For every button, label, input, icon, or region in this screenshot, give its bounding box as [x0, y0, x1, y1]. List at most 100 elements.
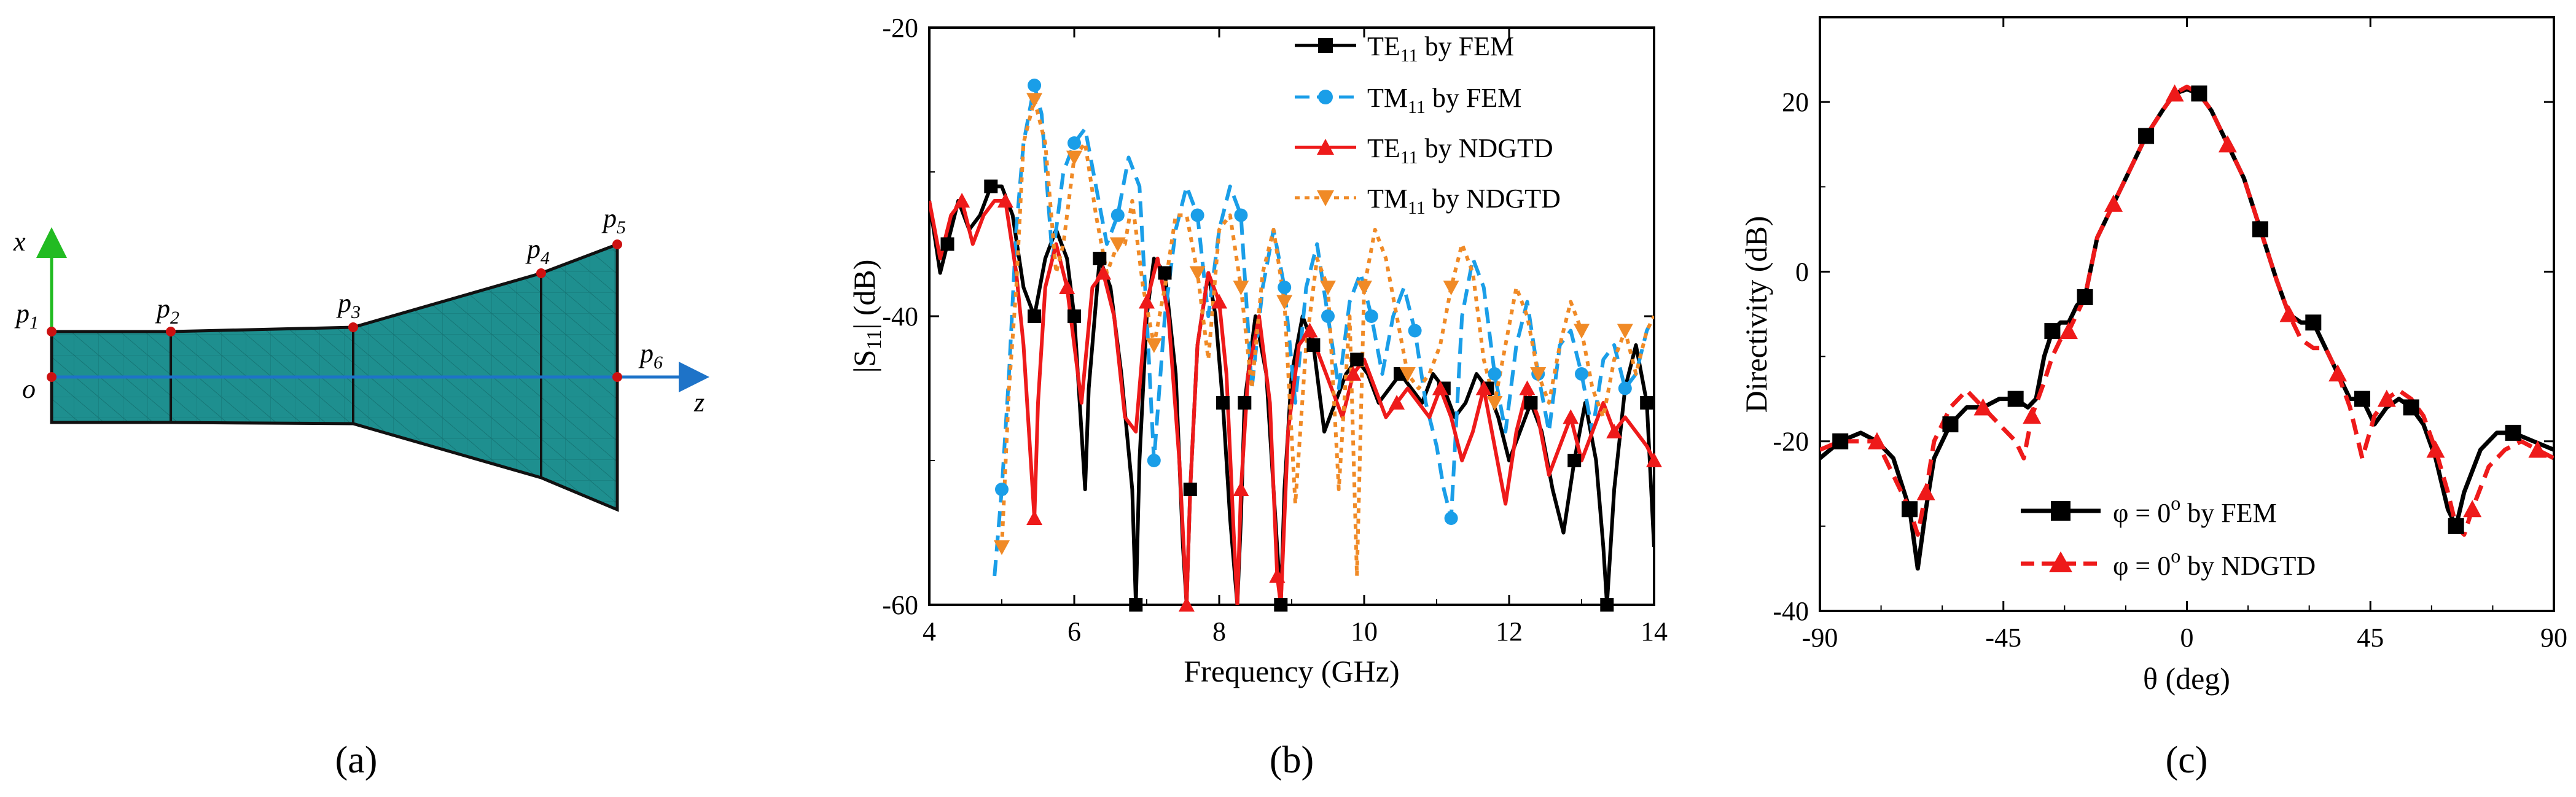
- data-point-c-1-51: [2463, 500, 2482, 518]
- origin-label: o: [22, 374, 36, 404]
- data-point-c-1-47: [2426, 440, 2445, 458]
- data-point-b-0-70: [1567, 454, 1582, 467]
- panel-label-a: (a): [335, 739, 378, 781]
- data-point-c-1-11: [1973, 398, 1992, 416]
- xtick-label-b-2: 8: [1212, 616, 1226, 647]
- data-point-b-2-51: [1389, 395, 1405, 410]
- data-point-b-1-41: [1408, 324, 1422, 338]
- series-line-b-1: [993, 84, 1654, 577]
- data-point-b-0-10: [1028, 309, 1042, 323]
- legend-c: φ = 0o by FEM φ = 0o by NDGTD: [2021, 492, 2316, 581]
- data-point-b-2-27: [1178, 597, 1195, 612]
- data-point-b-2-19: [1095, 265, 1112, 280]
- data-point-b-3-24: [1233, 281, 1249, 295]
- data-point-b-3-12: [1109, 237, 1126, 252]
- data-point-c-1-35: [2279, 305, 2298, 322]
- data-point-b-1-49: [1488, 367, 1502, 381]
- data-point-b-3-36: [1356, 281, 1372, 295]
- panel-label-c: (c): [2166, 739, 2208, 781]
- point-p2-marker: [166, 327, 176, 336]
- xtick-label-c-2: 0: [2180, 623, 2194, 653]
- xtick-label-c-3: 45: [2357, 623, 2384, 653]
- markers-b: [940, 79, 1662, 612]
- data-point-b-2-23: [1139, 294, 1155, 309]
- data-point-b-2-39: [1269, 568, 1286, 583]
- data-point-c-0-17: [2044, 323, 2061, 340]
- legend-c-fem: φ = 0o by FEM: [2113, 492, 2277, 528]
- data-point-b-2-63: [1519, 380, 1536, 395]
- xtick-label-c-1: -45: [1985, 623, 2021, 653]
- data-point-b-2-15: [1059, 279, 1075, 294]
- xtick-label-c-4: 90: [2540, 623, 2567, 653]
- point-p4-marker: [536, 268, 546, 278]
- ytick-label-b-2: -20: [882, 13, 918, 43]
- panel-label-b: (b): [1270, 739, 1314, 781]
- data-point-c-1-55: [2528, 440, 2547, 458]
- data-point-b-1-45: [1444, 511, 1458, 525]
- data-point-c-1-3: [1867, 432, 1886, 449]
- point-p3-marker: [348, 322, 358, 332]
- data-point-b-2-55: [1432, 380, 1448, 395]
- data-point-b-3-60: [1617, 324, 1633, 339]
- data-point-c-1-39: [2328, 364, 2348, 382]
- xlabel-b: Frequency (GHz): [1184, 654, 1399, 688]
- data-point-b-3-52: [1530, 367, 1547, 382]
- legend-b-marker-te-ndgtd: [1317, 139, 1334, 155]
- data-point-b-1-13: [1110, 208, 1125, 222]
- legend-b-marker-tm-fem: [1318, 90, 1333, 104]
- data-point-b-0-74: [1600, 598, 1614, 612]
- data-point-c-1-43: [2377, 389, 2396, 407]
- s11-chart: 4 6 8 10 12 14 -60 -40 -20 Frequency (GHz) |S11|…: [847, 13, 1668, 781]
- point-label-p3: p3: [336, 288, 361, 322]
- ylabel-b: |S11| (dB): [847, 260, 886, 373]
- data-point-b-0-22: [1129, 598, 1143, 612]
- legend-b-tm-ndgtd: TM11 by NDGTD: [1367, 184, 1561, 218]
- ytick-label-c-1: -20: [1773, 427, 1809, 457]
- data-point-c-1-15: [2023, 406, 2042, 424]
- markers-c: [1832, 84, 2547, 534]
- data-point-b-2-75: [1646, 453, 1662, 467]
- xtick-label-b-4: 12: [1496, 616, 1523, 647]
- data-point-b-0-78: [1640, 396, 1654, 410]
- xlabel-c: θ (deg): [2143, 661, 2230, 696]
- data-point-c-0-49: [2448, 518, 2464, 534]
- ytick-label-c-0: -40: [1773, 596, 1809, 626]
- x-axis-label: x: [13, 227, 26, 257]
- data-point-b-0-50: [1350, 352, 1364, 367]
- data-point-b-1-17: [1147, 454, 1161, 467]
- data-point-c-0-53: [2505, 424, 2521, 441]
- xtick-label-b-0: 4: [923, 616, 936, 647]
- data-point-b-2-11: [1026, 510, 1043, 525]
- xtick-label-b-3: 10: [1351, 616, 1378, 647]
- data-point-b-2-35: [1233, 481, 1249, 496]
- data-point-b-3-44: [1443, 281, 1459, 295]
- data-point-c-0-1: [1832, 433, 1849, 449]
- point-o-marker: [47, 372, 57, 382]
- legend-b-marker-te-fem: [1318, 38, 1333, 53]
- data-point-b-1-57: [1575, 367, 1588, 381]
- data-point-b-0-46: [1306, 338, 1321, 352]
- data-point-b-1-29: [1278, 281, 1292, 294]
- data-point-b-2-7: [997, 193, 1013, 208]
- legend-c-marker-fem: [2051, 501, 2071, 521]
- data-point-b-0-66: [1524, 396, 1538, 410]
- ytick-label-b-0: -60: [882, 590, 918, 620]
- series-line-b-2: [929, 199, 1654, 605]
- data-point-c-1-7: [1916, 483, 1935, 500]
- data-point-c-0-9: [1942, 416, 1959, 433]
- data-point-c-0-5: [1902, 501, 1918, 518]
- data-point-c-0-29: [2191, 85, 2207, 102]
- series-line-c-1: [1820, 84, 2554, 537]
- data-point-c-0-37: [2305, 314, 2322, 331]
- data-point-b-3-8: [1066, 150, 1082, 166]
- legend-b: TE11 by FEM TM11 by FEM TE11 by NDGTD TM…: [1295, 31, 1561, 218]
- data-point-b-0-14: [1067, 309, 1081, 323]
- data-point-b-0-6: [984, 179, 998, 193]
- ytick-label-c-3: 20: [1782, 87, 1809, 117]
- legend-b-te-fem: TE11 by FEM: [1367, 31, 1514, 66]
- data-point-b-0-18: [1093, 252, 1107, 265]
- data-point-b-3-48: [1486, 396, 1503, 411]
- data-point-b-0-34: [1216, 396, 1230, 410]
- data-point-c-1-23: [2104, 194, 2123, 212]
